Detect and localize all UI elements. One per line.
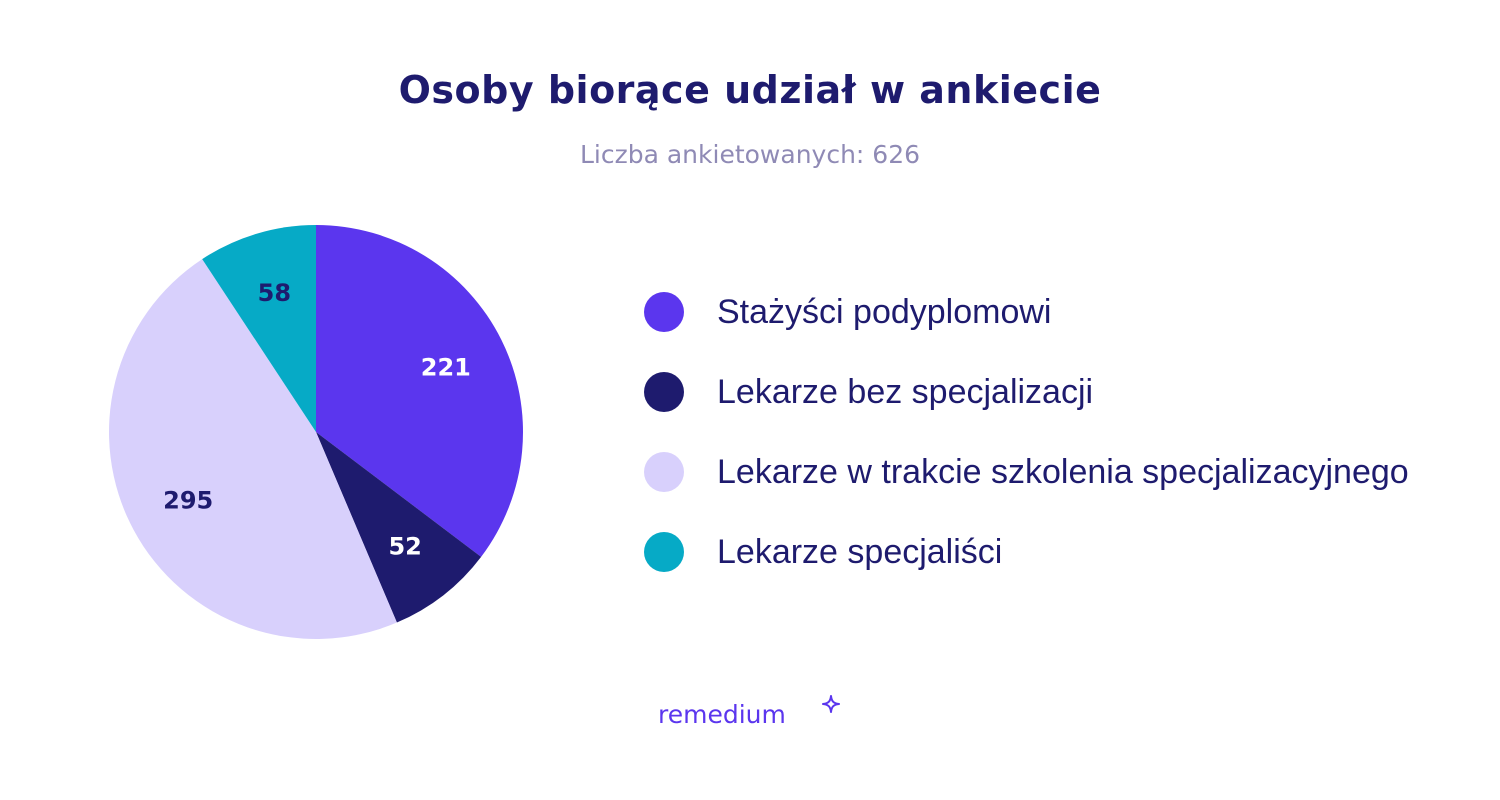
slice-value-label-3: 58 <box>258 279 291 307</box>
chart-title: Osoby biorące udział w ankiecie <box>398 68 1102 112</box>
legend-label-2: Lekarze w trakcie szkolenia specjalizacy… <box>717 452 1409 491</box>
legend-swatch-1 <box>644 372 684 412</box>
legend-label-1: Lekarze bez specjalizacji <box>717 372 1094 411</box>
legend-swatch-0 <box>644 292 684 332</box>
slice-value-label-1: 52 <box>388 532 421 560</box>
slice-value-label-0: 221 <box>421 353 471 381</box>
legend-item-3: Lekarze specjaliści <box>644 512 1409 592</box>
legend-item-2: Lekarze w trakcie szkolenia specjalizacy… <box>644 432 1409 512</box>
sparkle-icon <box>822 695 840 713</box>
legend-item-1: Lekarze bez specjalizacji <box>644 352 1409 432</box>
chart-subtitle: Liczba ankietowanych: 626 <box>579 140 921 169</box>
brand-logo: remedium <box>658 700 786 729</box>
slice-value-label-2: 295 <box>163 486 213 514</box>
pie-slice-2 <box>109 259 397 639</box>
pie-slice-3 <box>202 225 316 432</box>
pie-slice-0 <box>316 225 523 557</box>
chart-legend: Stażyści podyplomowi Lekarze bez specjali… <box>644 292 1409 614</box>
legend-swatch-2 <box>644 452 684 492</box>
legend-label-3: Lekarze specjaliści <box>717 532 1003 571</box>
pie-slice-1 <box>316 432 482 623</box>
legend-swatch-3 <box>644 532 684 572</box>
legend-label-0: Stażyści podyplomowi <box>717 292 1052 331</box>
legend-item-0: Stażyści podyplomowi <box>644 272 1409 352</box>
